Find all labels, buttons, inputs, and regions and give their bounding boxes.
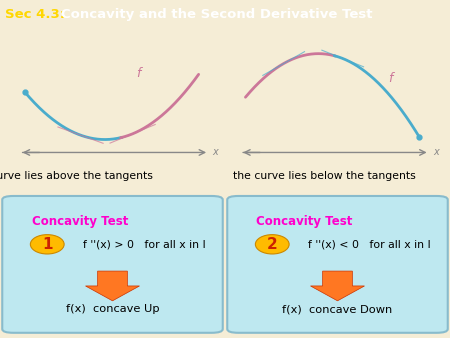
FancyBboxPatch shape bbox=[2, 196, 223, 333]
Polygon shape bbox=[310, 271, 365, 301]
Text: the curve lies above the tangents: the curve lies above the tangents bbox=[0, 171, 153, 180]
Text: f: f bbox=[388, 72, 392, 85]
Text: Concavity and the Second Derivative Test: Concavity and the Second Derivative Test bbox=[61, 8, 372, 21]
Text: f(x)  concave Up: f(x) concave Up bbox=[66, 304, 159, 314]
Ellipse shape bbox=[31, 235, 64, 254]
Text: 2: 2 bbox=[267, 237, 278, 252]
Text: Concavity Test: Concavity Test bbox=[256, 215, 353, 227]
Text: x: x bbox=[212, 147, 218, 158]
Text: Concavity Test: Concavity Test bbox=[32, 215, 128, 227]
Text: x: x bbox=[433, 147, 439, 158]
Text: f ''(x) > 0   for all x in I: f ''(x) > 0 for all x in I bbox=[83, 239, 206, 249]
Text: Sec 4.3:: Sec 4.3: bbox=[5, 8, 70, 21]
Text: f ''(x) < 0   for all x in I: f ''(x) < 0 for all x in I bbox=[308, 239, 431, 249]
Text: the curve lies below the tangents: the curve lies below the tangents bbox=[233, 171, 415, 180]
Polygon shape bbox=[86, 271, 140, 301]
FancyBboxPatch shape bbox=[227, 196, 448, 333]
Text: f(x)  concave Down: f(x) concave Down bbox=[283, 304, 392, 314]
Text: f: f bbox=[136, 67, 140, 80]
Ellipse shape bbox=[256, 235, 289, 254]
Text: 1: 1 bbox=[42, 237, 53, 252]
